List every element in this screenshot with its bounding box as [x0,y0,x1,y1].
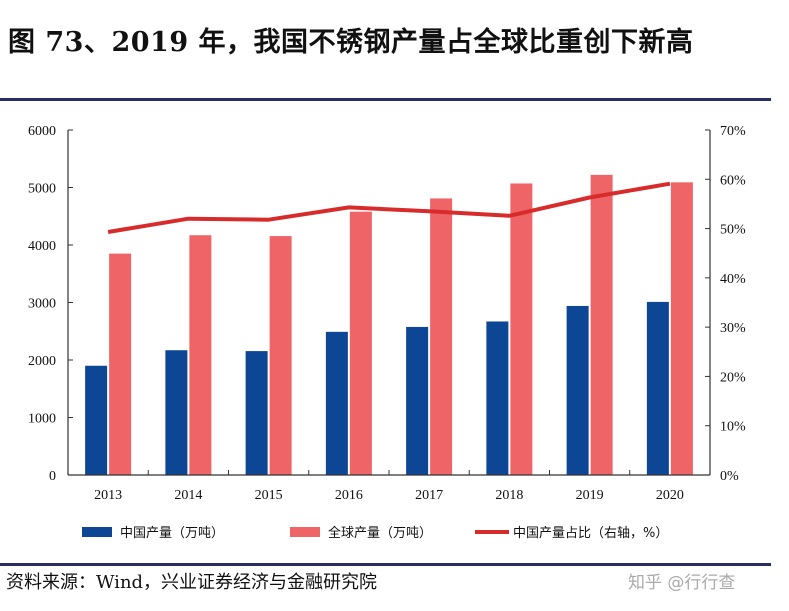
x-tick-label: 2019 [576,488,604,503]
x-tick-label: 2018 [495,488,523,503]
y-left-tick-label: 3000 [28,297,56,312]
bar-china-2016 [325,331,348,475]
legend-swatch-1 [290,527,320,537]
bar-global-2014 [189,235,212,475]
x-tick-label: 2016 [335,488,363,503]
source-note: 资料来源：Wind，兴业证券经济与金融研究院 [6,572,378,593]
bar-china-2014 [165,350,188,475]
bar-china-2013 [85,365,108,475]
bar-china-2018 [486,321,509,475]
bar-global-2015 [269,236,292,475]
y-left-tick-label: 5000 [28,182,56,197]
y-right-tick-label: 10% [720,420,746,435]
x-tick-label: 2014 [174,488,202,503]
x-tick-label: 2013 [94,488,122,503]
y-right-tick-label: 30% [720,321,746,336]
bar-layer [85,174,693,476]
bar-china-2015 [245,351,268,475]
x-tick-label: 2017 [415,488,443,503]
axes-layer: 0 1000 2000 3000 4000 5000 6000 0% 10% 20% 30% 40% 5… [28,124,746,503]
y-left-tick-label: 4000 [28,239,56,254]
legend: 中国产量（万吨） 全球产量（万吨） 中国产量占比（右轴，%） [82,525,668,541]
bar-global-2018 [510,183,533,475]
y-left-tick-label: 6000 [28,124,56,139]
bar-global-2020 [670,182,693,475]
y-right-tick-label: 50% [720,223,746,238]
y-right-tick-label: 0% [720,469,739,484]
y-left-tick-label: 1000 [28,412,56,427]
x-tick-label: 2020 [656,488,684,503]
y-right-tick-label: 60% [720,173,746,188]
bar-china-2019 [566,305,589,475]
y-left-tick-label: 0 [49,469,56,484]
bar-china-2020 [646,301,669,475]
bar-global-2019 [590,174,613,475]
y-left-tick-label: 2000 [28,354,56,369]
legend-swatch-0 [82,527,112,537]
watermark-badge: 知乎 @行行查 [628,573,736,593]
footer-divider [0,563,771,566]
bar-global-2016 [349,211,372,475]
legend-label-0: 中国产量（万吨） [120,526,224,541]
x-tick-label: 2015 [255,488,283,503]
bar-china-2017 [406,326,429,475]
title-divider [0,98,771,101]
legend-label-1: 全球产量（万吨） [328,525,432,541]
legend-label-2: 中国产量占比（右轴，%） [513,526,668,541]
y-right-tick-label: 70% [720,124,746,139]
bar-global-2013 [109,253,132,475]
chart-title: 图 73、2019 年，我国不锈钢产量占全球比重创下新高 [8,27,694,58]
bar-global-2017 [430,198,453,476]
y-right-tick-label: 20% [720,370,746,385]
y-right-tick-label: 40% [720,272,746,287]
line-layer [107,181,671,234]
line-china-share [107,181,671,234]
